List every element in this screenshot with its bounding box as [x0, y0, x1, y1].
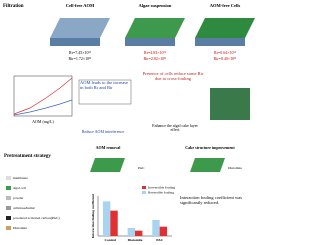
- cake-image: [210, 88, 250, 120]
- legend-label: powdered activated carbon(PAC): [13, 216, 60, 220]
- legend-swatch: [6, 176, 11, 180]
- rr-value: Rr=7.45×10¹¹: [69, 50, 92, 55]
- column-title: Algae suspension: [139, 3, 172, 8]
- rr-value: Rr=4.83×10¹¹: [144, 50, 167, 55]
- legend-label: cellulose/humic: [13, 206, 36, 210]
- pac-block: [90, 158, 125, 172]
- legend-swatch: [6, 196, 11, 200]
- bar: [110, 210, 118, 236]
- legend-label: membrane: [13, 176, 28, 180]
- legend-swatch: [6, 206, 11, 210]
- note-right: Presence of cells reduce some Rir due to…: [142, 72, 204, 81]
- bar: [127, 228, 135, 236]
- legend-swatch: [142, 191, 146, 194]
- x-tick-label: Diatomite: [128, 238, 143, 242]
- rir-value: Rir=2.82×10¹¹: [143, 56, 167, 61]
- plot-xlabel: AOM (mg/L): [32, 119, 54, 124]
- rr-value: Rr=0.64×10¹¹: [214, 50, 237, 55]
- legend-label: powder: [13, 196, 24, 200]
- rir-value: Rir=0.40×10¹¹: [213, 56, 237, 61]
- graphical-abstract: Filtration AOM (mg/L) AOM leads to the i…: [3, 3, 255, 242]
- arrow-left-label: Reduce AOM interference: [82, 129, 124, 134]
- column-title: Cell-free AOM: [66, 3, 95, 8]
- legend-swatch: [142, 186, 146, 189]
- bar: [135, 230, 143, 236]
- legend-swatch: [6, 186, 11, 190]
- legend-swatch: [6, 216, 11, 220]
- conclusion: Interaction fouling coefficient was sign…: [180, 195, 243, 206]
- arrow-right-label: Enhance the algal cake layer effect: [152, 124, 198, 133]
- bar: [102, 201, 111, 236]
- membrane-blocks: [50, 18, 255, 46]
- bar: [159, 226, 168, 236]
- legend-label: Reversible fouling: [148, 190, 174, 194]
- x-tick-label: PAC: [156, 238, 163, 242]
- pretreat-right: Cake structure improvement: [185, 145, 235, 150]
- y-label: Interaction fouling coefficient: [91, 193, 95, 238]
- diatomite-label: Diatomite: [228, 166, 242, 170]
- note-box: [78, 79, 132, 105]
- rir-value: Rir=1.72×10¹¹: [68, 56, 92, 61]
- pretreatment-title: Pretreatment strategy: [4, 154, 51, 159]
- diatomite-block: [190, 158, 225, 172]
- filtration-label: Filtration: [3, 4, 24, 9]
- pretreat-left: AOM removal: [96, 145, 122, 150]
- x-tick-label: Control: [105, 238, 117, 242]
- bar: [152, 220, 160, 236]
- legend-swatch: [6, 226, 11, 230]
- note-left: AOM leads to the increase in both Rr and…: [80, 81, 128, 90]
- legend-label: algal cell: [13, 186, 26, 190]
- legend-label: Irreversible fouling: [148, 185, 175, 189]
- legend-label: Diatomite: [13, 226, 27, 230]
- aom-plot: [13, 75, 73, 117]
- column-title: AOM-free Cells: [210, 3, 241, 8]
- pac-label: PAC: [138, 166, 145, 170]
